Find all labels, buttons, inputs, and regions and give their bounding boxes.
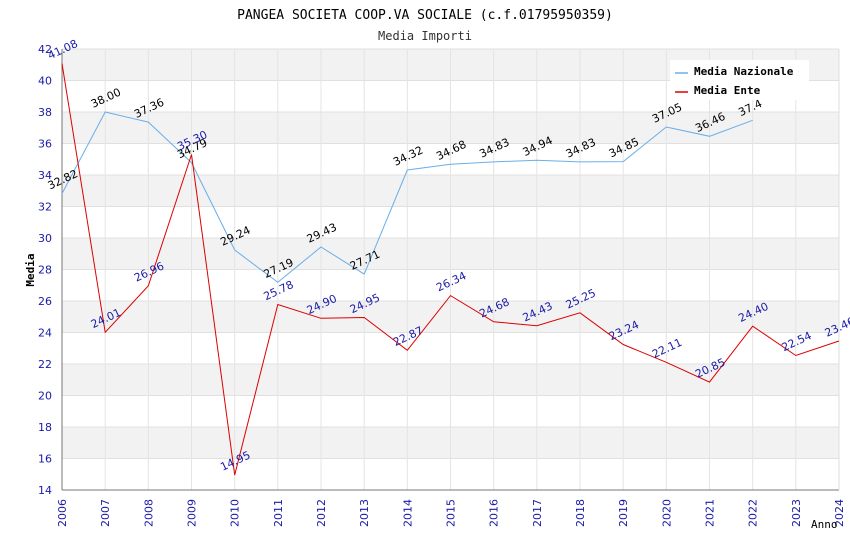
x-tick-label: 2012 xyxy=(315,499,328,527)
x-tick-label: 2014 xyxy=(401,499,414,527)
y-tick-label: 22 xyxy=(38,358,52,371)
gridlines xyxy=(61,48,840,491)
legend-label-ente: Media Ente xyxy=(694,84,761,97)
y-tick-labels: 14 16 18 20 22 24 26 28 30 32 34 36 38 40 42 xyxy=(38,43,52,497)
y-tick-label: 34 xyxy=(38,169,52,182)
y-tick-label: 14 xyxy=(38,484,52,497)
x-axis-label: Anno xyxy=(811,518,838,531)
y-tick-label: 18 xyxy=(38,421,52,434)
x-tick-label: 2011 xyxy=(272,499,285,527)
legend-label-nazionale: Media Nazionale xyxy=(694,65,794,78)
x-tick-label: 2008 xyxy=(142,499,155,527)
x-tick-label: 2024 xyxy=(833,499,846,527)
y-tick-label: 32 xyxy=(38,201,52,214)
y-tick-label: 28 xyxy=(38,264,52,277)
x-tick-label: 2013 xyxy=(358,499,371,527)
y-axis-label: Media xyxy=(24,253,37,286)
x-tick-label: 2018 xyxy=(574,499,587,527)
x-tick-label: 2017 xyxy=(531,499,544,527)
legend-box xyxy=(670,60,809,100)
x-tick-label: 2022 xyxy=(747,499,760,527)
chart-subtitle: Media Importi xyxy=(378,29,472,43)
x-tick-label: 2009 xyxy=(186,499,199,527)
x-tick-label: 2023 xyxy=(790,499,803,527)
x-tick-label: 2021 xyxy=(704,499,717,527)
x-tick-label: 2015 xyxy=(445,499,458,527)
x-tick-labels: 2006 2007 2008 2009 2010 2011 2012 2013 2014 2015… xyxy=(56,499,846,527)
y-tick-label: 38 xyxy=(38,106,52,119)
axes xyxy=(61,49,840,491)
x-tick-label: 2006 xyxy=(56,499,69,527)
y-tick-label: 26 xyxy=(38,295,52,308)
x-tick-label: 2010 xyxy=(229,499,242,527)
y-tick-label: 16 xyxy=(38,453,52,466)
series-line-nazionale xyxy=(61,111,753,283)
y-tick-label: 40 xyxy=(38,75,52,88)
y-tick-label: 20 xyxy=(38,390,52,403)
y-tick-label: 30 xyxy=(38,232,52,245)
x-tick-label: 2020 xyxy=(660,499,673,527)
chart-title: PANGEA SOCIETA COOP.VA SOCIALE (c.f.0179… xyxy=(237,8,613,23)
legend: Media Nazionale Media Ente xyxy=(670,60,809,100)
y-tick-label: 24 xyxy=(38,327,52,340)
x-tick-label: 2007 xyxy=(99,499,112,527)
x-tick-label: 2016 xyxy=(488,499,501,527)
x-tick-label: 2019 xyxy=(617,499,630,527)
y-tick-label: 36 xyxy=(38,138,52,151)
series-line-ente xyxy=(61,63,840,476)
series-lines xyxy=(61,63,840,476)
y-tick-label: 42 xyxy=(38,43,52,56)
